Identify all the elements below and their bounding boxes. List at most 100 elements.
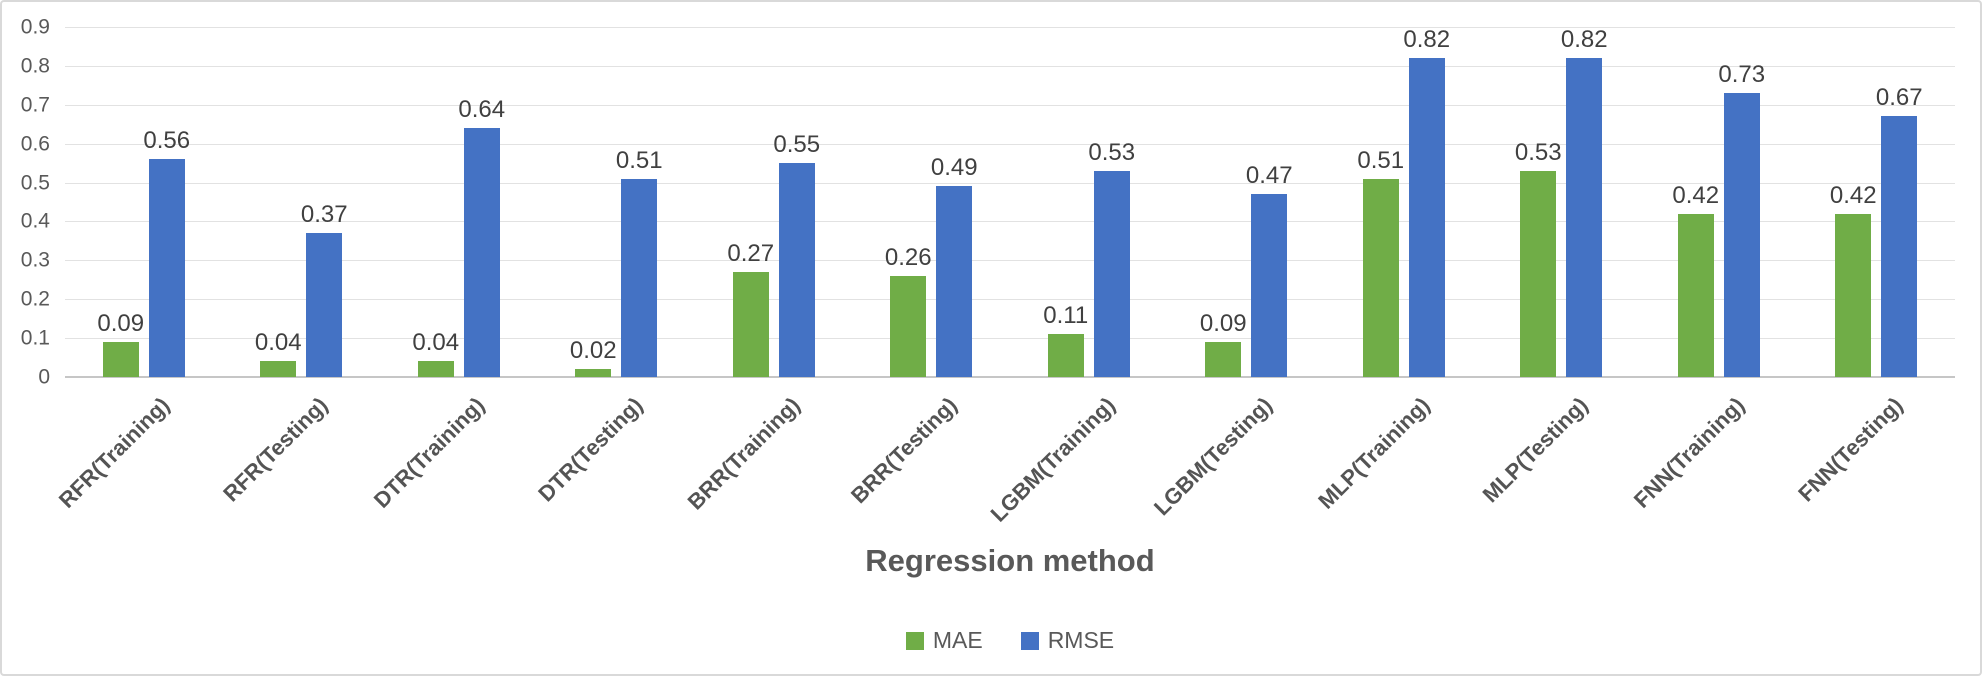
category-group: 0.04 0.37 xyxy=(223,27,381,377)
data-label: 0.73 xyxy=(1718,61,1766,89)
y-axis: 0.9 0.8 0.7 0.6 0.5 0.4 0.3 0.2 0.1 0 xyxy=(2,17,50,388)
x-axis-category-label: BRR(Training) xyxy=(682,392,805,515)
category-group: 0.42 0.67 xyxy=(1798,27,1956,377)
x-axis-category-label: LGBM(Testing) xyxy=(1149,392,1278,521)
data-label: 0.42 xyxy=(1672,181,1720,209)
mae-bar: 0.11 xyxy=(1043,304,1088,377)
y-axis-tick-label: 0.4 xyxy=(20,209,50,233)
mae-bar: 0.42 xyxy=(1672,183,1719,377)
data-label: 0.26 xyxy=(884,243,932,271)
data-label: 0.56 xyxy=(143,127,191,155)
x-axis-category-label: FNN(Testing) xyxy=(1793,392,1908,507)
data-label: 0.37 xyxy=(300,201,348,229)
mae-bar: 0.09 xyxy=(97,312,144,377)
gridline xyxy=(65,260,1955,262)
data-label: 0.04 xyxy=(412,329,460,357)
mae-bar: 0.51 xyxy=(1357,148,1404,377)
category-group: 0.11 0.53 xyxy=(1010,27,1168,377)
mae-bar: 0.53 xyxy=(1515,140,1562,377)
category-group: 0.51 0.82 xyxy=(1325,27,1483,377)
category-group: 0.09 0.56 xyxy=(65,27,223,377)
x-axis-category-label: DTR(Training) xyxy=(369,392,490,513)
rmse-bar: 0.67 xyxy=(1876,86,1923,377)
data-label: 0.53 xyxy=(1088,138,1136,166)
legend-label: MAE xyxy=(932,627,983,653)
y-axis-tick-label: 0 xyxy=(38,365,50,389)
data-label: 0.51 xyxy=(615,146,663,174)
x-axis-category-label: MLP(Testing) xyxy=(1477,392,1593,508)
data-label: 0.55 xyxy=(773,131,821,159)
gridline xyxy=(65,182,1955,184)
x-axis: RFR(Training) RFR(Testing) DTR(Training) DT… xyxy=(54,392,1955,528)
rmse-bar: 0.82 xyxy=(1403,28,1450,377)
y-axis-tick-label: 0.9 xyxy=(20,15,50,39)
mae-bar: 0.04 xyxy=(412,331,459,377)
x-axis-category-label: BRR(Testing) xyxy=(846,392,963,509)
y-axis-tick-label: 0.7 xyxy=(20,93,50,117)
y-axis-tick-label: 0.1 xyxy=(20,326,50,350)
rmse-bar: 0.55 xyxy=(773,133,820,377)
gridline xyxy=(65,143,1955,145)
x-axis-category-label: MLP(Training) xyxy=(1313,392,1435,514)
legend-item-rmse: RMSE xyxy=(1020,627,1115,653)
rmse-bar: 0.47 xyxy=(1246,164,1293,377)
rmse-bar: 0.53 xyxy=(1088,140,1135,377)
y-axis-tick-label: 0.2 xyxy=(20,287,50,311)
x-axis-line xyxy=(65,376,1955,378)
data-label: 0.82 xyxy=(1560,26,1608,54)
x-axis-category-label: LGBM(Training) xyxy=(985,392,1120,527)
x-axis-category-label: FNN(Training) xyxy=(1629,392,1750,513)
mae-bar: 0.02 xyxy=(570,339,617,377)
legend-item-mae: MAE xyxy=(905,627,983,653)
x-axis-category-label: RFR(Testing) xyxy=(218,392,333,507)
y-axis-tick-label: 0.3 xyxy=(20,248,50,272)
legend: MAE RMSE xyxy=(65,629,1955,652)
bar-groups: 0.09 0.56 0.04 0.37 0.04 0.64 0.02 0.51 0.27 0.55… xyxy=(65,27,1955,377)
plot-area xyxy=(65,27,1955,378)
legend-label: RMSE xyxy=(1047,627,1115,653)
rmse-bar: 0.49 xyxy=(931,156,978,377)
category-group: 0.26 0.49 xyxy=(853,27,1011,377)
category-group: 0.27 0.55 xyxy=(695,27,853,377)
category-group: 0.04 0.64 xyxy=(380,27,538,377)
data-label: 0.02 xyxy=(569,337,617,365)
gridline xyxy=(65,27,1955,28)
gridline xyxy=(65,299,1955,301)
mae-bar: 0.27 xyxy=(727,242,774,377)
data-label: 0.09 xyxy=(97,310,145,337)
category-group: 0.02 0.51 xyxy=(538,27,696,377)
data-label: 0.82 xyxy=(1403,26,1451,54)
rmse-bar: 0.51 xyxy=(616,148,663,377)
y-axis-tick-label: 0.6 xyxy=(20,132,50,156)
category-group: 0.09 0.47 xyxy=(1168,27,1326,377)
x-axis-title: Regression method xyxy=(865,543,1155,578)
gridline xyxy=(65,104,1955,106)
data-label: 0.64 xyxy=(458,96,506,124)
mae-bar: 0.09 xyxy=(1200,312,1247,377)
data-label: 0.53 xyxy=(1514,138,1562,166)
mae-bar: 0.26 xyxy=(885,245,932,377)
data-label: 0.09 xyxy=(1199,310,1247,337)
gridline xyxy=(65,221,1955,223)
data-label: 0.04 xyxy=(254,329,302,357)
x-axis-category-label: RFR(Training) xyxy=(54,392,175,513)
category-group: 0.53 0.82 xyxy=(1483,27,1641,377)
rmse-bar: 0.73 xyxy=(1718,63,1765,377)
rmse-legend-swatch-icon xyxy=(1020,631,1039,650)
data-label: 0.47 xyxy=(1245,162,1293,190)
gridline xyxy=(65,338,1955,340)
data-label: 0.51 xyxy=(1357,146,1405,174)
data-label: 0.42 xyxy=(1829,181,1877,209)
rmse-bar: 0.64 xyxy=(458,98,505,377)
mae-legend-swatch-icon xyxy=(905,631,924,650)
mae-bar: 0.04 xyxy=(255,331,302,377)
rmse-bar: 0.37 xyxy=(301,203,348,377)
rmse-bar: 0.82 xyxy=(1561,28,1608,377)
data-label: 0.67 xyxy=(1875,84,1923,112)
data-label: 0.49 xyxy=(930,154,978,182)
data-label: 0.11 xyxy=(1043,302,1089,330)
x-axis-category-label: DTR(Testing) xyxy=(533,392,648,507)
rmse-bar: 0.56 xyxy=(143,129,190,377)
y-axis-tick-label: 0.8 xyxy=(20,54,50,78)
